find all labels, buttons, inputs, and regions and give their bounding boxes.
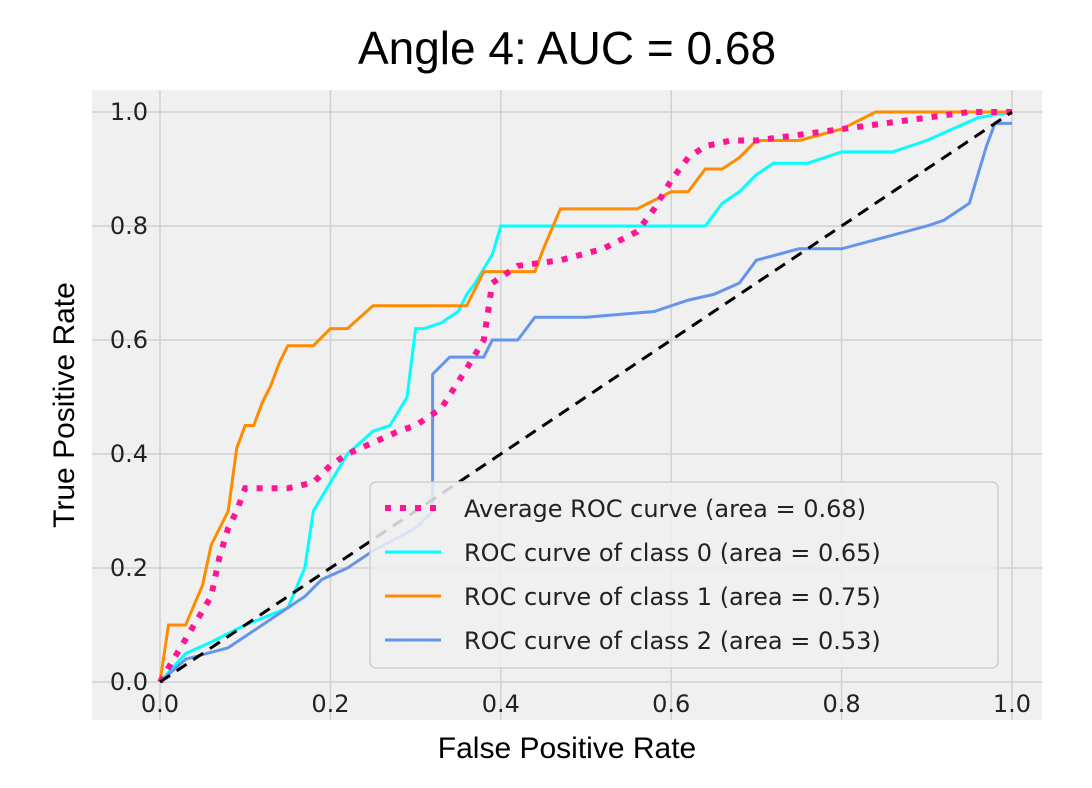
series-line-1 [158,110,1013,684]
y-tick-label-3: 0.6 [110,326,148,354]
series-lines [157,109,1013,684]
x-tick-label-5: 1.0 [993,690,1031,718]
series-line-0 [157,109,1012,684]
y-tick-label-2: 0.4 [110,440,148,468]
legend-label-2: ROC curve of class 1 (area = 0.75) [464,583,881,611]
chart-title: Angle 4: AUC = 0.68 [358,22,776,74]
legend: Average ROC curve (area = 0.68) ROC curve… [369,481,999,669]
x-tick-label-0: 0.0 [141,690,179,718]
y-axis-label: True Positive Rate [48,282,81,528]
series-line-3 [159,121,1012,684]
x-tick-label-2: 0.4 [482,690,520,718]
legend-label-1: ROC curve of class 0 (area = 0.65) [464,539,881,567]
y-tick-label-5: 1.0 [110,98,148,126]
x-axis-label: False Positive Rate [438,732,696,765]
series-line-2 [158,110,1012,683]
legend-label-0: Average ROC curve (area = 0.68) [464,495,866,523]
legend-box [369,481,999,669]
y-tick-label-0: 0.0 [110,668,148,696]
tick-labels: 0.0 0.2 0.4 0.6 0.8 1.0 0.0 0.2 0.4 0.6 0.8 1.0 [110,98,1031,718]
legend-label-3: ROC curve of class 2 (area = 0.53) [464,627,881,655]
x-tick-label-1: 0.2 [311,690,349,718]
x-tick-label-3: 0.6 [652,690,690,718]
y-tick-label-1: 0.2 [110,554,148,582]
chance-diagonal-line [159,110,1013,684]
x-tick-label-4: 0.8 [823,690,861,718]
y-tick-label-4: 0.8 [110,212,148,240]
